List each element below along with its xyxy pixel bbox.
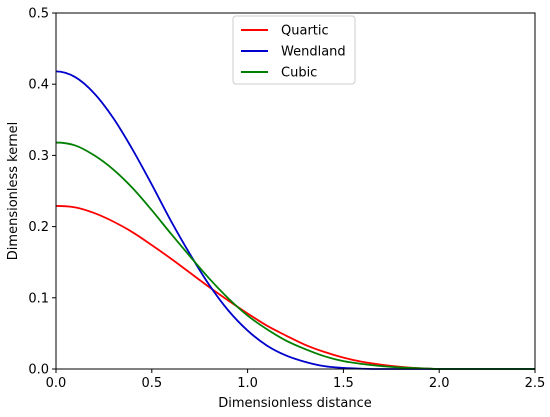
legend-label-cubic: Cubic	[281, 66, 317, 81]
x-tick-label: 0.0	[46, 376, 67, 391]
x-tick-label: 0.5	[141, 376, 162, 391]
legend-label-wendland: Wendland	[281, 45, 346, 60]
y-tick-label: 0.3	[28, 149, 49, 164]
y-axis-label: Dimensionless kernel	[6, 122, 21, 260]
y-tick-label: 0.4	[28, 78, 49, 93]
x-tick-label: 2.0	[429, 376, 450, 391]
y-axis-ticks: 0.0 0.1 0.2 0.3 0.4 0.5	[28, 7, 56, 378]
x-tick-label: 1.0	[237, 376, 258, 391]
y-tick-label: 0.2	[28, 220, 49, 235]
legend: Quartic Wendland Cubic	[232, 15, 356, 85]
x-axis-ticks: 0.0 0.5 1.0 1.5 2.0 2.5	[46, 369, 546, 391]
legend-label-quartic: Quartic	[281, 24, 329, 39]
x-axis-label: Dimensionless distance	[218, 396, 371, 411]
y-tick-label: 0.1	[28, 291, 49, 306]
plot-frame	[55, 12, 536, 370]
x-tick-label: 2.5	[525, 376, 546, 391]
x-tick-label: 1.5	[333, 376, 354, 391]
y-tick-label: 0.5	[28, 7, 49, 22]
legend-box	[232, 15, 356, 85]
y-tick-label: 0.0	[28, 363, 49, 378]
